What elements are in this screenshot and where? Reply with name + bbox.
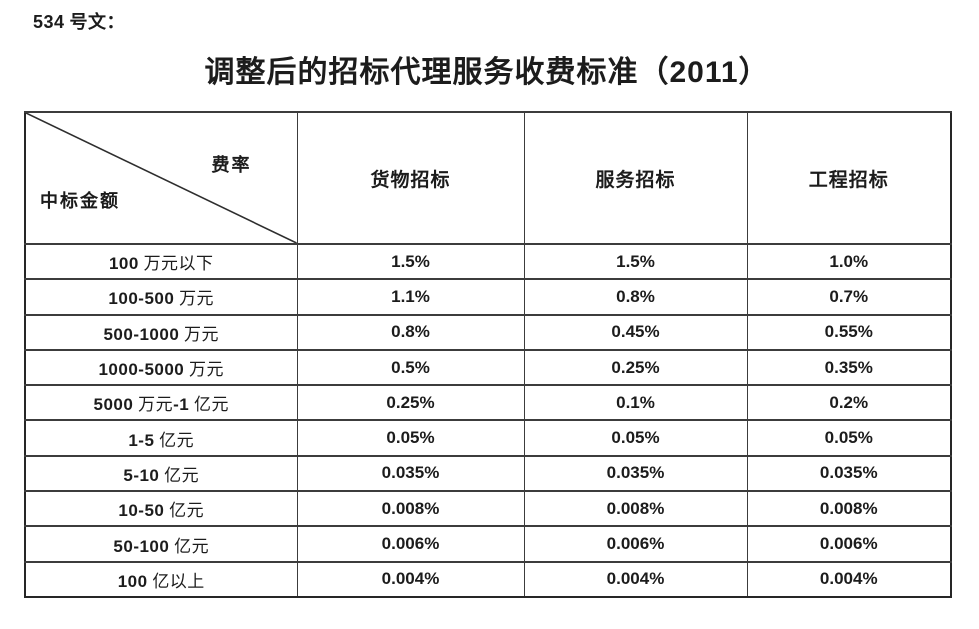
table-row: 5000 万元-1 亿元 0.25% 0.1% 0.2% bbox=[24, 384, 951, 421]
fee-cell: 0.05% bbox=[296, 419, 524, 456]
row-label: 100 万元以下 bbox=[24, 242, 297, 280]
fee-cell: 1.5% bbox=[296, 242, 524, 280]
table-row: 100-500 万元 1.1% 0.8% 0.7% bbox=[24, 278, 951, 315]
fee-cell: 0.006% bbox=[523, 525, 747, 562]
table-header-row: 费率 中标金额 货物招标 服务招标 工程招标 bbox=[24, 111, 951, 244]
fee-cell: 0.008% bbox=[296, 490, 524, 527]
fee-cell: 0.035% bbox=[296, 454, 524, 492]
column-header: 工程招标 bbox=[746, 111, 951, 244]
fee-cell: 1.0% bbox=[746, 242, 951, 280]
fee-cell: 0.7% bbox=[746, 278, 951, 315]
table-row: 5-10 亿元 0.035% 0.035% 0.035% bbox=[24, 454, 951, 492]
fee-cell: 0.035% bbox=[523, 454, 747, 492]
fee-cell: 0.004% bbox=[296, 560, 524, 597]
fee-cell: 0.006% bbox=[296, 525, 524, 562]
row-label: 5000 万元-1 亿元 bbox=[24, 384, 297, 421]
table-body: 100 万元以下 1.5% 1.5% 1.0% 100-500 万元 1.1% 0.8% 0.… bbox=[24, 242, 951, 597]
row-label: 1-5 亿元 bbox=[24, 419, 297, 456]
table-row: 100 万元以下 1.5% 1.5% 1.0% bbox=[24, 242, 951, 280]
table-row: 500-1000 万元 0.8% 0.45% 0.55% bbox=[24, 313, 951, 350]
corner-header-cell: 费率 中标金额 bbox=[24, 111, 297, 244]
fee-cell: 0.25% bbox=[523, 348, 747, 386]
fee-cell: 0.05% bbox=[523, 419, 747, 456]
fee-cell: 0.006% bbox=[746, 525, 951, 562]
page-title: 调整后的招标代理服务收费标准（2011） bbox=[204, 56, 770, 89]
fee-cell: 0.004% bbox=[523, 560, 747, 597]
column-header: 货物招标 bbox=[296, 111, 524, 244]
table-row: 100 亿以上 0.004% 0.004% 0.004% bbox=[24, 560, 951, 597]
row-label: 500-1000 万元 bbox=[24, 313, 297, 350]
fee-cell: 1.1% bbox=[296, 278, 524, 315]
fee-cell: 0.8% bbox=[296, 313, 524, 350]
table-row: 50-100 亿元 0.006% 0.006% 0.006% bbox=[24, 525, 951, 562]
fee-cell: 0.5% bbox=[296, 348, 524, 386]
corner-label-amount: 中标金额 bbox=[40, 191, 120, 211]
fee-cell: 0.8% bbox=[523, 278, 747, 315]
fee-cell: 0.1% bbox=[523, 384, 747, 421]
row-label: 100 亿以上 bbox=[24, 560, 297, 597]
fee-cell: 0.25% bbox=[296, 384, 524, 421]
fee-cell: 0.008% bbox=[746, 490, 951, 527]
row-label: 5-10 亿元 bbox=[24, 454, 297, 492]
table-row: 1-5 亿元 0.05% 0.05% 0.05% bbox=[24, 419, 951, 456]
fee-cell: 0.008% bbox=[523, 490, 747, 527]
table-row: 1000-5000 万元 0.5% 0.25% 0.35% bbox=[24, 348, 951, 386]
table-row: 10-50 亿元 0.008% 0.008% 0.008% bbox=[24, 490, 951, 527]
fee-cell: 0.55% bbox=[746, 313, 951, 350]
corner-label-rate: 费率 bbox=[211, 155, 252, 175]
fee-cell: 0.035% bbox=[746, 454, 951, 492]
fee-cell: 0.004% bbox=[746, 560, 951, 597]
fee-cell: 1.5% bbox=[523, 242, 747, 280]
fee-cell: 0.2% bbox=[746, 384, 951, 421]
row-label: 100-500 万元 bbox=[24, 278, 297, 315]
row-label: 10-50 亿元 bbox=[24, 490, 297, 527]
column-header: 服务招标 bbox=[523, 111, 747, 244]
row-label: 1000-5000 万元 bbox=[24, 348, 297, 386]
diagonal-line bbox=[26, 114, 297, 243]
doc-number-label: 534 号文： bbox=[33, 12, 126, 32]
fee-cell: 0.45% bbox=[523, 313, 747, 350]
fee-cell: 0.05% bbox=[746, 419, 951, 456]
row-label: 50-100 亿元 bbox=[24, 525, 297, 562]
fee-cell: 0.35% bbox=[746, 348, 951, 386]
fee-rate-table: 费率 中标金额 货物招标 服务招标 工程招标 100 万元以下 1.5% 1.5% 1.0… bbox=[24, 111, 952, 598]
